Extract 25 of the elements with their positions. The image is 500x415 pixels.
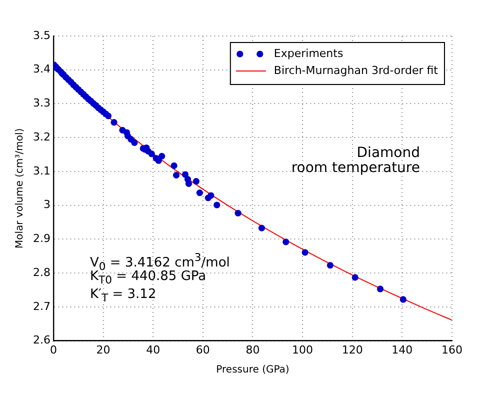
y-tick-label: 3.5 [32,28,50,42]
x-tick-label: 160 [442,343,462,356]
x-tick-label: 40 [146,343,160,356]
y-tick-label: 2.6 [32,334,50,347]
legend-label: Experiments [274,46,344,60]
x-axis-title: Pressure (GPa) [216,364,290,376]
y-tick-label: 3.1 [32,164,50,178]
x-tick-label: 60 [196,343,210,356]
y-axis-title: Molar volume (cm³/mol) [14,128,26,249]
annotation: Diamond room temperature [291,145,420,177]
y-tick-label: 2.9 [32,232,50,246]
annotation: K′$_{T}$ = 3.12 [90,287,156,305]
y-tick-label: 3.3 [32,96,50,110]
x-tick-label: 120 [342,343,363,356]
y-tick-label: 2.8 [32,266,50,279]
y-tick-label: 3.2 [32,130,50,144]
y-tick-label: 3.4 [32,62,50,76]
x-tick-label: 80 [246,343,260,356]
x-tick-label: 140 [392,343,413,356]
legend-label: Birch-Murnaghan 3rd-order fit [274,64,439,77]
x-tick-label: 0 [50,343,57,356]
x-tick-label: 100 [292,343,314,356]
y-tick-label: 2.7 [32,300,50,313]
y-tick-label: 3 [43,198,50,212]
x-tick-label: 20 [96,343,110,356]
